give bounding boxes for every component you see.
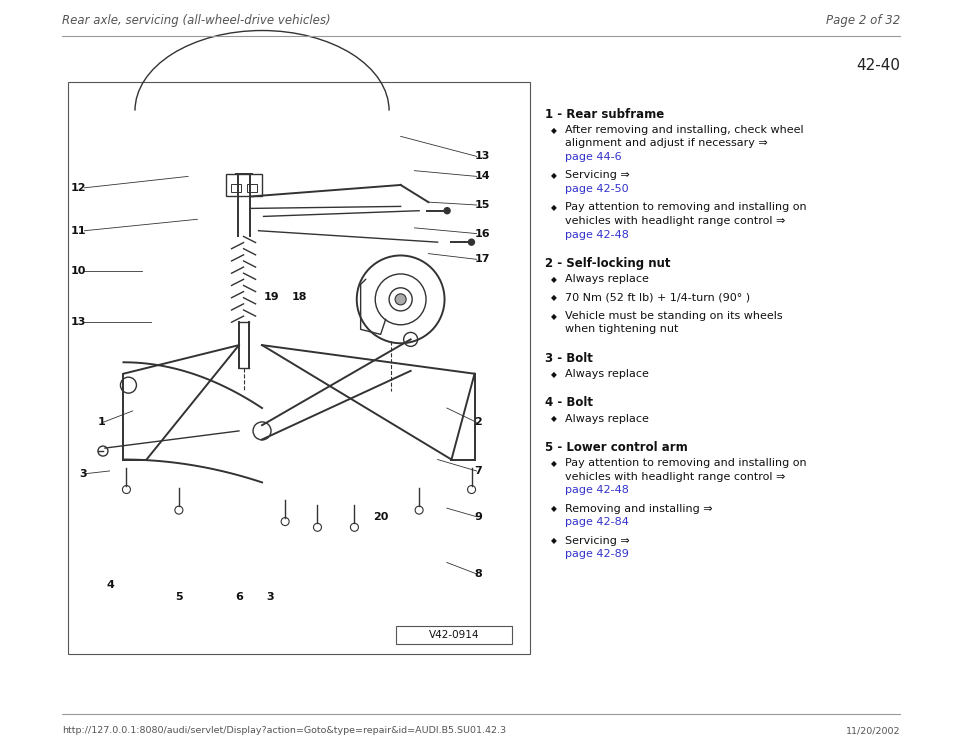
Bar: [230, 183, 241, 191]
Text: 4: 4: [107, 580, 114, 591]
Text: 12: 12: [71, 183, 86, 193]
Text: ◆: ◆: [551, 415, 557, 424]
Text: http://127.0.0.1:8080/audi/servlet/Display?action=Goto&type=repair&id=AUDI.B5.SU: http://127.0.0.1:8080/audi/servlet/Displ…: [62, 726, 506, 735]
Text: alignment and adjust if necessary ⇒: alignment and adjust if necessary ⇒: [565, 139, 771, 148]
Circle shape: [396, 294, 406, 305]
Circle shape: [350, 523, 358, 531]
Text: Pay attention to removing and installing on: Pay attention to removing and installing…: [565, 458, 806, 468]
Text: ◆: ◆: [551, 275, 557, 284]
Text: page 42-89: page 42-89: [565, 549, 629, 559]
Text: 6: 6: [235, 592, 243, 602]
Text: 11/20/2002: 11/20/2002: [846, 726, 900, 735]
Text: ◆: ◆: [551, 171, 557, 180]
Text: ◆: ◆: [551, 459, 557, 468]
Bar: [247, 183, 256, 191]
Text: 2: 2: [474, 417, 482, 427]
Circle shape: [123, 485, 131, 493]
Text: 11: 11: [71, 226, 86, 236]
Text: V42-0914: V42-0914: [428, 630, 479, 640]
Text: Always replace: Always replace: [565, 274, 649, 284]
Text: page 42-50: page 42-50: [565, 184, 629, 194]
Circle shape: [468, 239, 474, 245]
Text: Always replace: Always replace: [565, 413, 649, 424]
Text: 1 - Rear subframe: 1 - Rear subframe: [545, 108, 664, 121]
Text: vehicles with headlight range control ⇒: vehicles with headlight range control ⇒: [565, 471, 785, 482]
Circle shape: [281, 518, 289, 525]
Text: page 44-6: page 44-6: [565, 152, 622, 162]
Text: ◆: ◆: [551, 370, 557, 379]
Text: ◆: ◆: [551, 126, 557, 135]
Text: ◆: ◆: [551, 312, 557, 321]
Text: Vehicle must be standing on its wheels: Vehicle must be standing on its wheels: [565, 311, 782, 321]
Text: page 42-48: page 42-48: [565, 485, 629, 495]
Text: 9: 9: [474, 512, 483, 522]
Bar: [68, 82, 530, 654]
Text: ◆: ◆: [551, 294, 557, 303]
Text: Pay attention to removing and installing on: Pay attention to removing and installing…: [565, 203, 806, 212]
Text: 5: 5: [175, 592, 182, 602]
Text: 42-40: 42-40: [856, 58, 900, 73]
Text: page 42-84: page 42-84: [565, 517, 629, 527]
Text: Servicing ⇒: Servicing ⇒: [565, 536, 634, 545]
Text: 20: 20: [372, 512, 388, 522]
Text: Removing and installing ⇒: Removing and installing ⇒: [565, 504, 716, 513]
Text: 10: 10: [71, 266, 86, 276]
Circle shape: [314, 523, 322, 531]
Text: 3: 3: [267, 592, 275, 602]
Text: 70 Nm (52 ft lb) + 1/4-turn (90° ): 70 Nm (52 ft lb) + 1/4-turn (90° ): [565, 292, 750, 303]
Text: 13: 13: [71, 318, 86, 327]
Text: 5 - Lower control arm: 5 - Lower control arm: [545, 441, 687, 454]
Text: 13: 13: [474, 151, 490, 161]
Text: ◆: ◆: [551, 505, 557, 513]
Text: when tightening nut: when tightening nut: [565, 324, 679, 335]
Text: 4 - Bolt: 4 - Bolt: [545, 396, 593, 410]
Text: 8: 8: [474, 569, 482, 579]
Text: ◆: ◆: [551, 203, 557, 212]
Text: 3: 3: [79, 469, 86, 479]
Text: page 42-48: page 42-48: [565, 229, 629, 240]
Text: 17: 17: [474, 255, 490, 264]
Text: 7: 7: [474, 466, 482, 476]
Text: ◆: ◆: [551, 536, 557, 545]
Text: vehicles with headlight range control ⇒: vehicles with headlight range control ⇒: [565, 216, 785, 226]
Text: 3 - Bolt: 3 - Bolt: [545, 352, 593, 365]
Text: Rear axle, servicing (all-wheel-drive vehicles): Rear axle, servicing (all-wheel-drive ve…: [62, 14, 330, 27]
Text: 18: 18: [291, 292, 307, 301]
Circle shape: [444, 208, 450, 214]
Bar: [226, 174, 261, 196]
Text: Servicing ⇒: Servicing ⇒: [565, 171, 634, 180]
Circle shape: [468, 485, 475, 493]
Text: Always replace: Always replace: [565, 369, 649, 379]
Circle shape: [175, 506, 182, 514]
Text: 15: 15: [474, 200, 490, 210]
Text: 16: 16: [474, 229, 491, 239]
Text: Page 2 of 32: Page 2 of 32: [826, 14, 900, 27]
Text: 1: 1: [97, 417, 105, 427]
Bar: [396, 626, 512, 644]
Text: 14: 14: [474, 171, 491, 181]
Text: 19: 19: [263, 292, 279, 301]
Text: After removing and installing, check wheel: After removing and installing, check whe…: [565, 125, 804, 135]
Text: 2 - Self-locking nut: 2 - Self-locking nut: [545, 257, 670, 270]
Circle shape: [415, 506, 423, 514]
